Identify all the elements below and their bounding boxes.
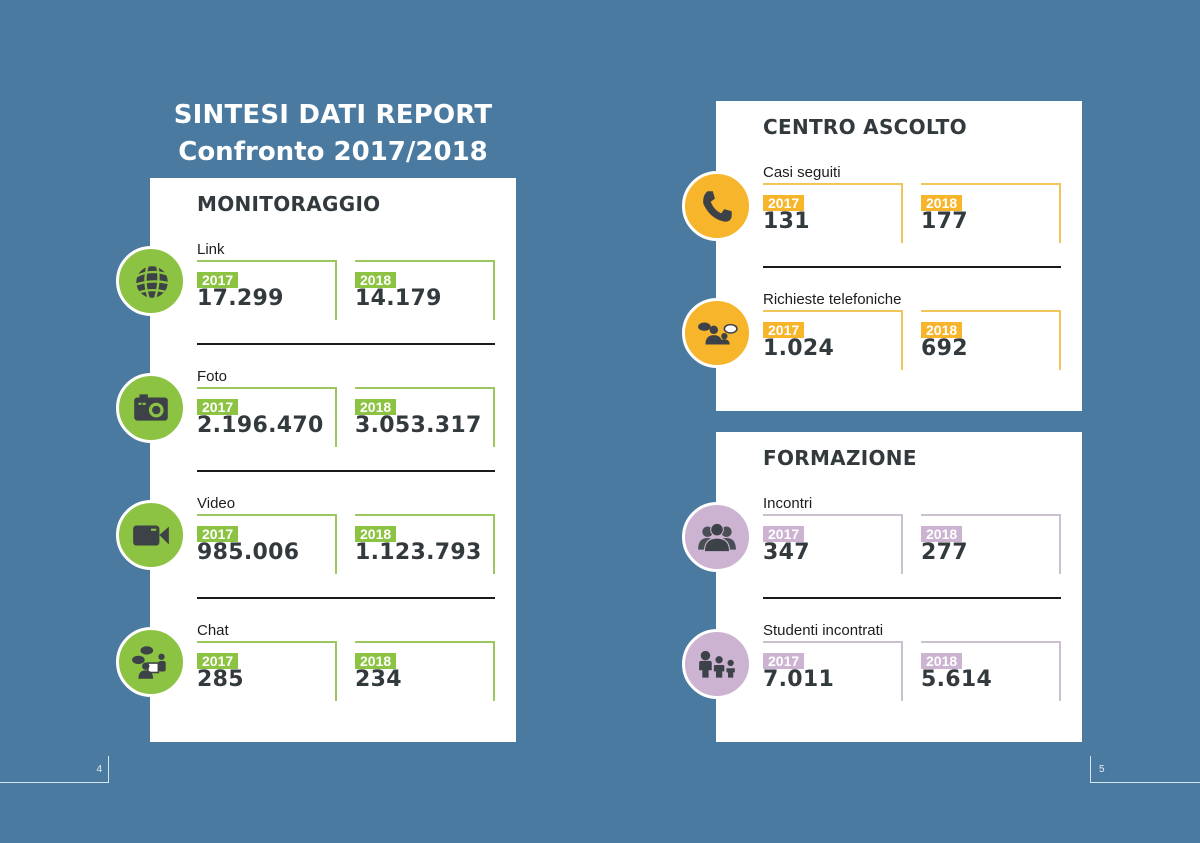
divider xyxy=(197,343,495,345)
year-2018-box: 2018 1.123.793 xyxy=(355,514,495,574)
card-title: CENTRO ASCOLTO xyxy=(763,115,967,139)
year-tag: 2018 xyxy=(921,195,963,211)
year-2018-box: 2018 3.053.317 xyxy=(355,387,495,447)
year-2018-box: 2018 177 xyxy=(921,183,1061,243)
year-2017-box: 2017 1.024 xyxy=(763,310,903,370)
year-2017-box: 2017 985.006 xyxy=(197,514,337,574)
value-2018: 5.614 xyxy=(921,667,993,692)
page-title: SINTESI DATI REPORT Confronto 2017/2018 xyxy=(150,96,516,170)
value-2018: 277 xyxy=(921,540,968,565)
value-2018: 1.123.793 xyxy=(355,540,482,565)
year-2017-box: 2017 285 xyxy=(197,641,337,701)
formazione-card: FORMAZIONE Incontri 2017 347 2018 277 St… xyxy=(682,432,1082,742)
metric-label: Incontri xyxy=(763,495,813,512)
year-tag: 2017 xyxy=(197,272,239,288)
year-2017-box: 2017 347 xyxy=(763,514,903,574)
value-2017: 985.006 xyxy=(197,540,300,565)
group-icon xyxy=(682,502,752,572)
year-tag: 2018 xyxy=(921,322,963,338)
value-2018: 692 xyxy=(921,336,968,361)
centro-ascolto-card: CENTRO ASCOLTO Casi seguiti 2017 131 201… xyxy=(682,101,1082,411)
page-number-right: 5 xyxy=(1099,764,1105,775)
year-2018-box: 2018 277 xyxy=(921,514,1061,574)
value-2017: 2.196.470 xyxy=(197,413,324,438)
year-tag: 2017 xyxy=(197,399,239,415)
value-2017: 17.299 xyxy=(197,286,284,311)
phone-icon xyxy=(682,171,752,241)
year-tag: 2018 xyxy=(355,272,397,288)
metric-label: Richieste telefoniche xyxy=(763,291,902,308)
value-2017: 131 xyxy=(763,209,810,234)
page-marker-right: 5 xyxy=(1090,756,1200,783)
value-2018: 234 xyxy=(355,667,402,692)
card-title: FORMAZIONE xyxy=(763,446,917,470)
students-icon xyxy=(682,629,752,699)
year-tag: 2017 xyxy=(763,653,805,669)
value-2017: 285 xyxy=(197,667,244,692)
year-tag: 2017 xyxy=(197,526,239,542)
conversation-icon xyxy=(682,298,752,368)
value-2018: 14.179 xyxy=(355,286,442,311)
year-2018-box: 2018 14.179 xyxy=(355,260,495,320)
metric-label: Studenti incontrati xyxy=(763,622,884,639)
year-2018-box: 2018 5.614 xyxy=(921,641,1061,701)
year-tag: 2018 xyxy=(355,526,397,542)
divider xyxy=(763,597,1061,599)
title-line-2: Confronto 2017/2018 xyxy=(178,137,488,167)
year-tag: 2018 xyxy=(921,653,963,669)
globe-icon xyxy=(116,246,186,316)
year-2017-box: 2017 17.299 xyxy=(197,260,337,320)
year-2018-box: 2018 234 xyxy=(355,641,495,701)
value-2018: 3.053.317 xyxy=(355,413,482,438)
camera-icon xyxy=(116,373,186,443)
year-tag: 2018 xyxy=(355,653,397,669)
metric-label: Chat xyxy=(197,622,229,639)
title-line-1: SINTESI DATI REPORT xyxy=(173,100,493,130)
year-2017-box: 2017 7.011 xyxy=(763,641,903,701)
value-2017: 7.011 xyxy=(763,667,835,692)
year-tag: 2017 xyxy=(763,322,805,338)
page-number-left: 4 xyxy=(96,764,102,775)
divider xyxy=(197,470,495,472)
year-tag: 2018 xyxy=(921,526,963,542)
metric-label: Video xyxy=(197,495,236,512)
year-tag: 2017 xyxy=(197,653,239,669)
card-title: MONITORAGGIO xyxy=(197,192,381,216)
value-2017: 1.024 xyxy=(763,336,835,361)
value-2017: 347 xyxy=(763,540,810,565)
metric-label: Foto xyxy=(197,368,228,385)
divider xyxy=(197,597,495,599)
year-tag: 2018 xyxy=(355,399,397,415)
video-camera-icon xyxy=(116,500,186,570)
year-tag: 2017 xyxy=(763,526,805,542)
metric-label: Link xyxy=(197,241,225,258)
divider xyxy=(763,266,1061,268)
year-tag: 2017 xyxy=(763,195,805,211)
year-2017-box: 2017 2.196.470 xyxy=(197,387,337,447)
page-marker-left: 4 xyxy=(0,756,109,783)
chat-people-icon xyxy=(116,627,186,697)
monitoraggio-card: MONITORAGGIO Link 2017 17.299 2018 14.17… xyxy=(116,178,516,742)
year-2017-box: 2017 131 xyxy=(763,183,903,243)
year-2018-box: 2018 692 xyxy=(921,310,1061,370)
value-2018: 177 xyxy=(921,209,968,234)
metric-label: Casi seguiti xyxy=(763,164,841,181)
